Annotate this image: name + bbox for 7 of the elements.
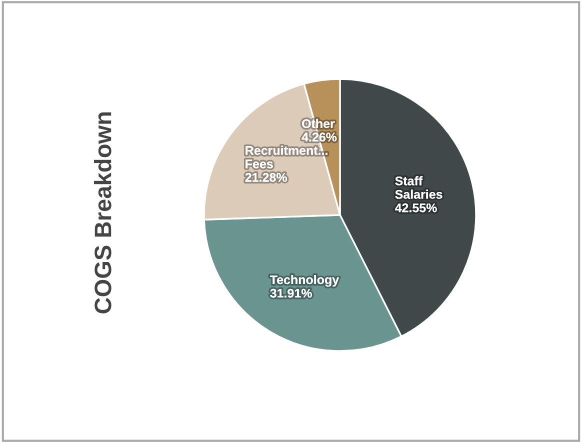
data-label: 4.26% — [302, 132, 337, 142]
data-label: 21.28% — [245, 172, 287, 182]
data-label: 42.55% — [395, 203, 437, 212]
slice-label: Technology — [270, 274, 340, 287]
data-label: 31.91% — [270, 288, 312, 298]
slice-label: Staff Salaries — [395, 176, 442, 199]
text: COGS Breakdown — [94, 112, 112, 314]
